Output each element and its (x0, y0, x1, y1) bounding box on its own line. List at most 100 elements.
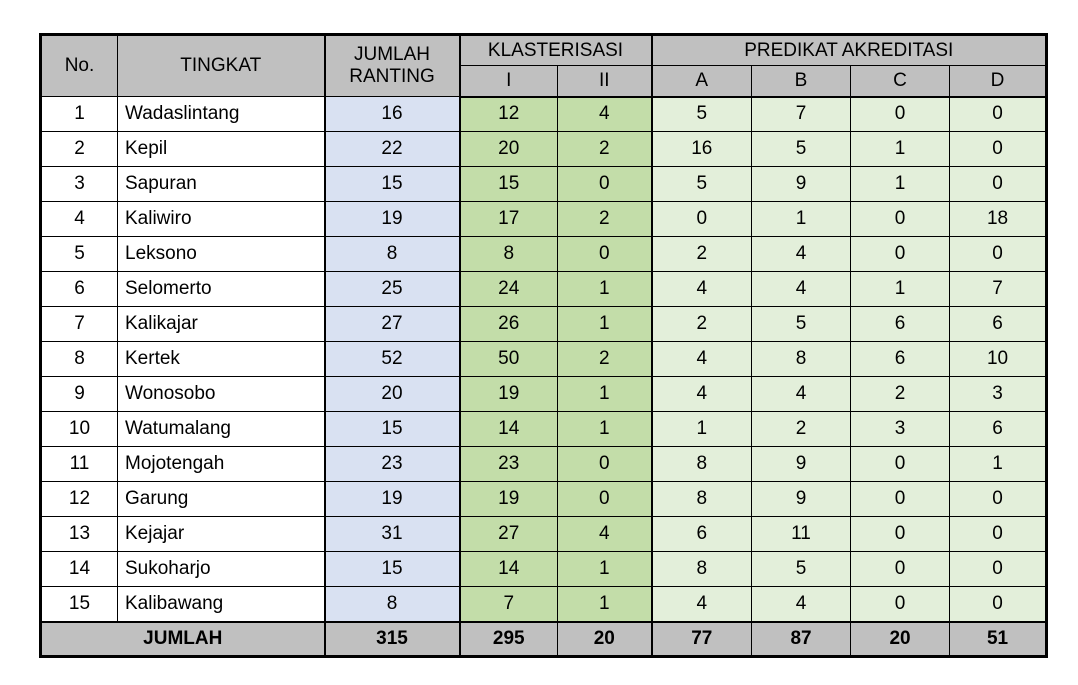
cell-jumlah-ranting: 22 (323, 131, 460, 167)
cell-no: 4 (40, 201, 118, 237)
cell-no: 10 (40, 411, 118, 447)
table-row: 15 Kalibawang 8 7 1 4 4 0 0 (40, 586, 1048, 622)
cell-tingkat: Kertek (117, 341, 325, 377)
cell-klaster-ii: 0 (556, 446, 653, 482)
cell-b: 5 (751, 306, 852, 342)
table-row: 1 Wadaslintang 16 12 4 5 7 0 0 (40, 96, 1048, 132)
table-footer: JUMLAH 315 295 20 77 87 20 51 (40, 620, 1048, 657)
cell-jumlah-ranting: 52 (323, 341, 460, 377)
cell-no: 6 (40, 271, 118, 307)
header-row-main: No. TINGKAT JUMLAH RANTING KLASTERISASI … (40, 34, 1048, 97)
header-tingkat: TINGKAT (117, 34, 325, 97)
cell-klaster-ii: 0 (556, 481, 653, 517)
total-predikat-c: 20 (850, 620, 951, 657)
cell-klaster-i: 50 (458, 341, 558, 377)
cell-jumlah-ranting: 19 (323, 481, 460, 517)
cell-klaster-i: 17 (458, 201, 558, 237)
cell-jumlah-ranting: 23 (323, 446, 460, 482)
cell-a: 4 (650, 271, 753, 307)
table-row: 7 Kalikajar 27 26 1 2 5 6 6 (40, 306, 1048, 342)
cell-d: 0 (949, 551, 1048, 587)
cell-no: 7 (40, 306, 118, 342)
cell-c: 0 (850, 446, 951, 482)
total-jumlah-ranting: 315 (323, 620, 460, 657)
cell-d: 0 (949, 236, 1048, 272)
cell-d: 10 (949, 341, 1048, 377)
cell-no: 11 (40, 446, 118, 482)
cell-a: 4 (650, 341, 753, 377)
total-row: JUMLAH 315 295 20 77 87 20 51 (40, 620, 1048, 657)
cell-b: 8 (751, 341, 852, 377)
cell-d: 0 (949, 96, 1048, 132)
cell-jumlah-ranting: 15 (323, 411, 460, 447)
cell-d: 0 (949, 516, 1048, 552)
header-klasterisasi: KLASTERISASI (458, 34, 653, 66)
cell-no: 5 (40, 236, 118, 272)
cell-klaster-ii: 4 (556, 96, 653, 132)
accreditation-table: No. TINGKAT JUMLAH RANTING KLASTERISASI … (39, 33, 1049, 658)
table-row: 3 Sapuran 15 15 0 5 9 1 0 (40, 166, 1048, 202)
cell-klaster-i: 12 (458, 96, 558, 132)
cell-klaster-ii: 0 (556, 166, 653, 202)
cell-klaster-ii: 0 (556, 236, 653, 272)
cell-no: 3 (40, 166, 118, 202)
cell-tingkat: Kalibawang (117, 586, 325, 622)
header-row-sub: I II A B C D (41, 65, 1048, 98)
cell-b: 4 (751, 236, 852, 272)
table-row: 9 Wonosobo 20 19 1 4 4 2 3 (40, 376, 1048, 412)
cell-d: 6 (949, 306, 1048, 342)
cell-b: 5 (751, 131, 852, 167)
cell-tingkat: Selomerto (117, 271, 325, 307)
cell-c: 0 (850, 236, 951, 272)
cell-c: 6 (850, 306, 951, 342)
cell-c: 6 (850, 341, 951, 377)
cell-a: 6 (650, 516, 753, 552)
total-predikat-a: 77 (650, 620, 753, 657)
cell-jumlah-ranting: 20 (323, 376, 460, 412)
cell-klaster-i: 19 (458, 376, 558, 412)
cell-d: 0 (949, 586, 1048, 622)
cell-jumlah-ranting: 15 (323, 166, 460, 202)
cell-b: 2 (751, 411, 852, 447)
header-no: No. (40, 34, 118, 97)
cell-d: 0 (949, 131, 1048, 167)
cell-d: 7 (949, 271, 1048, 307)
total-klaster-ii: 20 (556, 620, 653, 657)
table-row: 10 Watumalang 15 14 1 1 2 3 6 (40, 411, 1048, 447)
cell-d: 18 (949, 201, 1048, 237)
table-row: 13 Kejajar 31 27 4 6 11 0 0 (40, 516, 1048, 552)
total-label: JUMLAH (40, 620, 325, 657)
cell-tingkat: Leksono (117, 236, 325, 272)
table-row: 11 Mojotengah 23 23 0 8 9 0 1 (40, 446, 1048, 482)
cell-c: 0 (850, 586, 951, 622)
accreditation-table-container: No. TINGKAT JUMLAH RANTING KLASTERISASI … (39, 33, 1049, 658)
cell-tingkat: Kejajar (117, 516, 325, 552)
cell-c: 0 (850, 516, 951, 552)
cell-d: 0 (949, 481, 1048, 517)
cell-a: 1 (650, 411, 753, 447)
cell-no: 2 (40, 131, 118, 167)
table-row: 6 Selomerto 25 24 1 4 4 1 7 (40, 271, 1048, 307)
cell-no: 9 (40, 376, 118, 412)
total-predikat-b: 87 (751, 620, 852, 657)
cell-jumlah-ranting: 31 (323, 516, 460, 552)
cell-c: 0 (850, 551, 951, 587)
cell-klaster-ii: 2 (556, 201, 653, 237)
cell-klaster-i: 8 (458, 236, 558, 272)
total-predikat-d: 51 (949, 620, 1048, 657)
table-row: 14 Sukoharjo 15 14 1 8 5 0 0 (40, 551, 1048, 587)
cell-klaster-ii: 1 (556, 411, 653, 447)
cell-a: 5 (650, 96, 753, 132)
header-jumlah-ranting: JUMLAH RANTING (323, 34, 460, 97)
cell-tingkat: Kalikajar (117, 306, 325, 342)
cell-a: 8 (650, 481, 753, 517)
cell-klaster-ii: 1 (556, 376, 653, 412)
cell-tingkat: Garung (117, 481, 325, 517)
cell-b: 9 (751, 446, 852, 482)
cell-tingkat: Wadaslintang (117, 96, 325, 132)
cell-d: 3 (949, 376, 1048, 412)
cell-a: 0 (650, 201, 753, 237)
cell-no: 12 (40, 481, 118, 517)
cell-no: 13 (40, 516, 118, 552)
cell-b: 1 (751, 201, 852, 237)
